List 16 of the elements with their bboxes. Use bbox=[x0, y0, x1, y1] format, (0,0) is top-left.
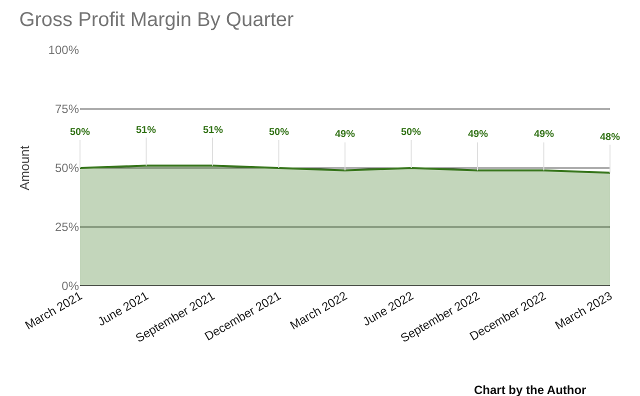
y-tick-label: 50% bbox=[54, 161, 80, 176]
data-label: 51% bbox=[203, 125, 224, 136]
data-label: 48% bbox=[600, 132, 620, 143]
y-tick-label: 75% bbox=[54, 102, 80, 116]
data-label: 51% bbox=[136, 125, 156, 136]
chart-title: Gross Profit Margin By Quarter bbox=[19, 8, 294, 31]
data-label: 49% bbox=[468, 129, 488, 140]
y-tick-label: 25% bbox=[54, 220, 80, 234]
y-tick-label: 0% bbox=[62, 279, 80, 294]
y-axis-title: Amount bbox=[17, 145, 32, 190]
data-label: 50% bbox=[269, 127, 290, 138]
data-label: 49% bbox=[335, 129, 356, 140]
y-tick-label: 100% bbox=[48, 43, 80, 58]
data-label: 50% bbox=[401, 127, 422, 138]
data-label: 49% bbox=[534, 129, 554, 140]
data-label: 50% bbox=[70, 127, 90, 138]
